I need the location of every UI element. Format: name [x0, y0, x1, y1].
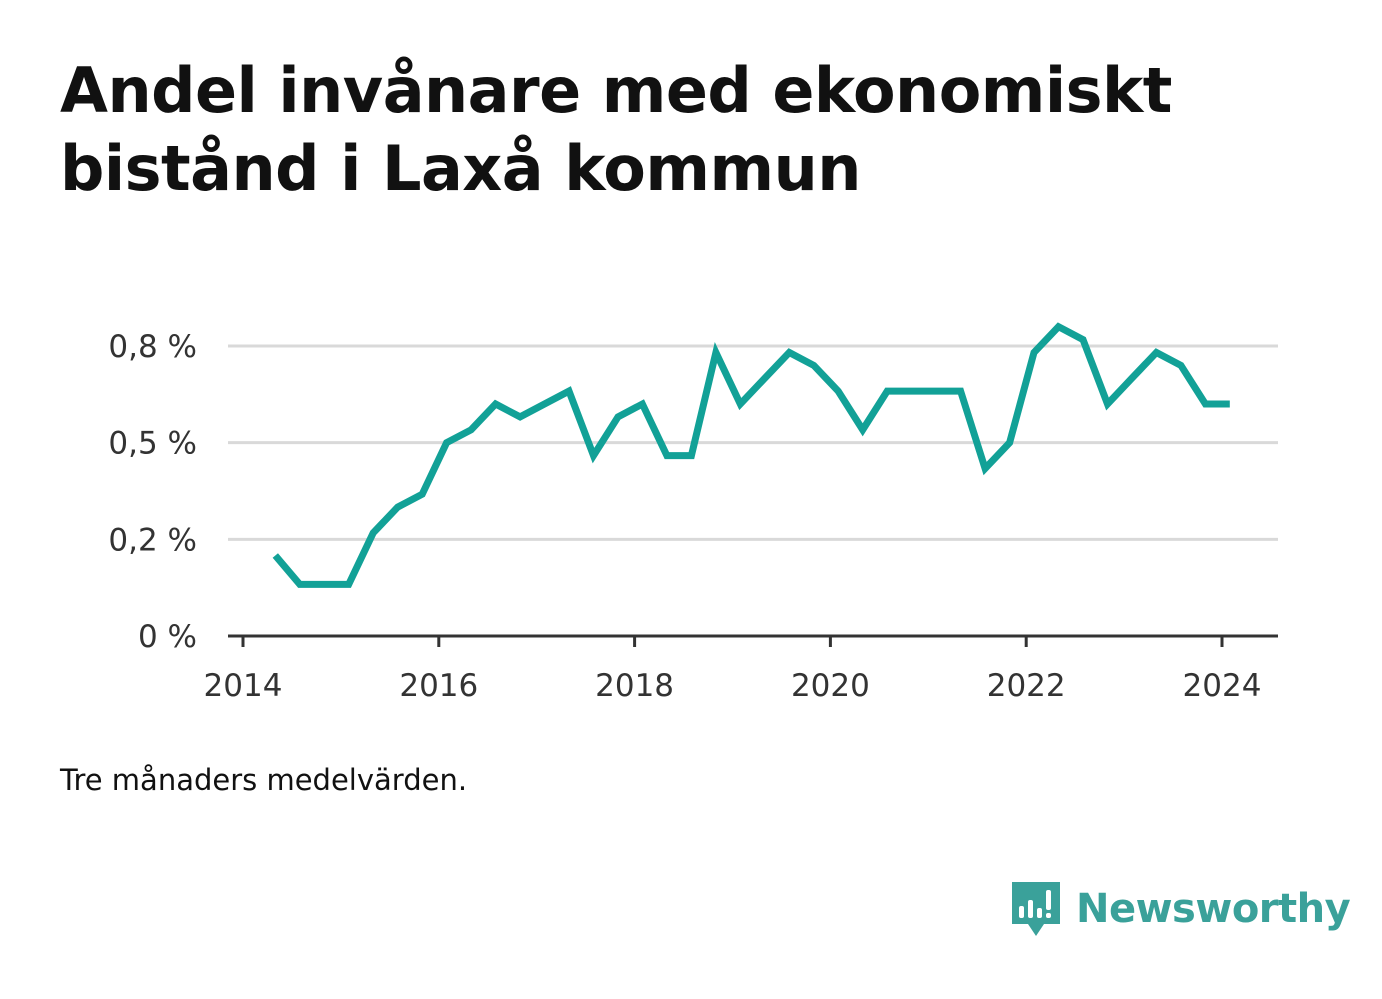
x-tick-label: 2024	[1183, 668, 1262, 704]
y-tick-label: 0,2 %	[108, 522, 197, 558]
x-tick-label: 2020	[791, 668, 870, 704]
y-tick-label: 0,8 %	[108, 329, 197, 365]
series-line	[272, 322, 1230, 588]
y-tick-label: 0,5 %	[108, 426, 197, 462]
chart-title: Andel invånare med ekonomiskt bistånd i …	[60, 54, 1172, 205]
y-axis-tick-labels: 0 % 0,2 % 0,5 % 0,8 %	[108, 329, 197, 655]
brand-logo: Newsworthy	[1010, 878, 1351, 940]
brand-name: Newsworthy	[1076, 886, 1351, 932]
gridlines	[228, 344, 1278, 541]
x-tick-label: 2014	[204, 668, 283, 704]
newsworthy-logo-icon	[1012, 882, 1060, 936]
x-tick-label: 2022	[987, 668, 1066, 704]
x-axis-ticks: 2014 2016 2018 2020 2022 2024	[204, 636, 1262, 704]
series-group	[272, 322, 1230, 588]
x-tick-label: 2018	[595, 668, 674, 704]
footnote: Tre månaders medelvärden.	[60, 763, 468, 797]
y-tick-label: 0 %	[138, 619, 197, 655]
x-tick-label: 2016	[399, 668, 478, 704]
